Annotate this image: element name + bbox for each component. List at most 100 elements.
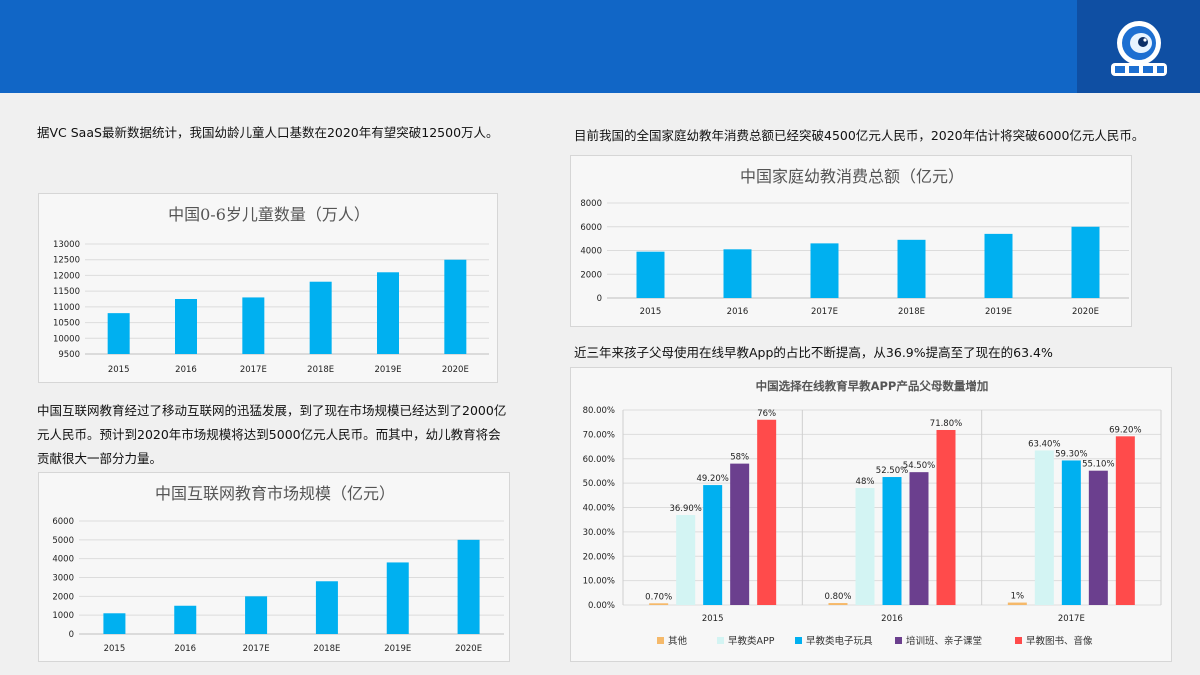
data-label: 36.90% (669, 504, 701, 514)
y-tick-label: 70.00% (583, 430, 615, 440)
y-tick-label: 3000 (52, 574, 74, 584)
y-tick-label: 1000 (52, 611, 74, 621)
y-tick-label: 6000 (52, 517, 74, 527)
x-tick-label: 2016 (727, 307, 749, 317)
data-label: 0.80% (824, 592, 851, 602)
x-tick-label: 2016 (175, 365, 197, 375)
y-tick-label: 11000 (53, 303, 80, 313)
y-tick-label: 20.00% (583, 552, 615, 562)
bar-2019E (386, 562, 409, 634)
bar-其他-2017E (1007, 602, 1027, 605)
y-tick-label: 0.00% (588, 601, 615, 611)
bar-2017E (242, 297, 265, 354)
y-tick-label: 12500 (53, 256, 80, 266)
bar-2017E (810, 243, 839, 298)
chart-svg: 中国0-6岁儿童数量（万人） 9500 10000 10500 11000 11500 12… (53, 205, 489, 375)
x-tick-label: 2020E (442, 365, 469, 375)
x-tick-label: 2017E (1058, 614, 1085, 624)
x-tick-label: 2020E (455, 644, 482, 654)
bar-早教图书、音像-2015 (757, 419, 777, 605)
y-tick-label: 0 (597, 294, 602, 304)
x-tick-label: 2019E (985, 307, 1012, 317)
paragraph-app-usage: 近三年来孩子父母使用在线早教App的占比不断提高，从36.9%提高至了现在的63… (574, 345, 1053, 360)
x-tick-label: 2017E (240, 365, 267, 375)
x-tick-label: 2015 (108, 365, 130, 375)
bar-培训班、亲子课堂-2015 (730, 463, 750, 605)
x-tick-label: 2015 (104, 644, 126, 654)
data-label: 0.70% (645, 592, 672, 602)
y-tick-label: 10500 (53, 319, 80, 329)
bar-培训班、亲子课堂-2017E (1088, 470, 1108, 605)
data-label: 69.20% (1109, 425, 1141, 435)
y-tick-label: 4000 (580, 247, 602, 257)
legend-swatch (895, 637, 902, 644)
chart-title: 中国家庭幼教消费总额（亿元） (740, 167, 964, 186)
header-bar (0, 0, 1200, 93)
x-tick-label: 2019E (374, 365, 401, 375)
data-label: 49.20% (696, 474, 728, 484)
paragraph-internet-education: 中国互联网教育经过了移动互联网的迅猛发展，到了现在市场规模已经达到了2000亿元… (37, 403, 507, 466)
bar-2016 (175, 299, 197, 354)
legend-label: 早教图书、音像 (1026, 635, 1093, 647)
legend-label: 其他 (668, 635, 688, 647)
y-tick-label: 2000 (580, 270, 602, 280)
y-tick-label: 9500 (58, 350, 80, 360)
legend-swatch (717, 637, 724, 644)
y-tick-label: 6000 (580, 223, 602, 233)
y-tick-label: 40.00% (583, 504, 615, 514)
data-label: 71.80% (930, 419, 962, 429)
y-tick-label: 0 (69, 630, 74, 640)
y-tick-label: 11500 (53, 287, 80, 297)
bar-2017E (245, 596, 268, 634)
x-tick-label: 2018E (898, 307, 925, 317)
data-label: 76% (757, 409, 776, 419)
paragraph-family-consumption: 目前我国的全国家庭幼教年消费总额已经突破4500亿元人民币，2020年估计将突破… (574, 128, 1145, 143)
chart-title: 中国0-6岁儿童数量（万人） (168, 205, 370, 224)
y-tick-label: 2000 (52, 592, 74, 602)
legend-label: 培训班、亲子课堂 (906, 635, 982, 647)
bar-2015 (107, 313, 130, 354)
x-tick-label: 2018E (313, 644, 340, 654)
legend-label: 早教类电子玩具 (806, 635, 873, 647)
bar-2020E (1071, 226, 1100, 298)
bar-培训班、亲子课堂-2016 (909, 472, 929, 605)
chart-svg: 中国互联网教育市场规模（亿元） 0 1000 2000 3000 4000 5000 6000… (52, 484, 504, 654)
y-tick-label: 12000 (53, 271, 80, 281)
y-tick-label: 30.00% (583, 528, 615, 538)
bar-其他-2015 (649, 603, 669, 605)
data-label: 1% (1011, 592, 1025, 602)
y-tick-label: 8000 (580, 199, 602, 209)
bar-早教类APP-2017E (1034, 450, 1054, 605)
bar-2018E (309, 281, 332, 354)
y-tick-label: 10000 (53, 334, 80, 344)
bar-其他-2016 (828, 603, 848, 605)
chart-children-count: 中国0-6岁儿童数量（万人） 9500 10000 10500 11000 11500 12… (38, 193, 498, 383)
y-tick-label: 80.00% (583, 406, 615, 416)
logo (1077, 0, 1200, 93)
bar-早教图书、音像-2017E (1115, 436, 1135, 605)
bar-2020E (444, 259, 467, 354)
bar-2016 (723, 249, 752, 298)
x-tick-label: 2016 (881, 614, 903, 624)
data-label: 63.40% (1028, 439, 1060, 449)
bar-早教类电子玩具-2017E (1061, 460, 1081, 605)
chart-family-consumption: 中国家庭幼教消费总额（亿元） 0 2000 4000 6000 8000 2015 2016 2… (570, 155, 1132, 327)
y-tick-label: 60.00% (583, 455, 615, 465)
data-label: 48% (856, 477, 875, 487)
y-tick-label: 50.00% (583, 479, 615, 489)
y-tick-label: 13000 (53, 240, 80, 250)
x-tick-label: 2015 (702, 614, 724, 624)
legend-swatch (657, 637, 664, 644)
bar-2019E (984, 233, 1013, 298)
x-tick-label: 2015 (640, 307, 662, 317)
bar-早教图书、音像-2016 (936, 429, 956, 605)
data-label: 58% (730, 453, 749, 463)
bar-早教类电子玩具-2015 (703, 485, 723, 605)
x-tick-label: 2019E (384, 644, 411, 654)
chart-svg: 中国选择在线教育早教APP产品父母数量增加 0.00% 10.00% 20.00% 30… (583, 379, 1162, 647)
data-label: 52.50% (876, 466, 908, 476)
bar-2015 (103, 613, 126, 634)
bar-2018E (315, 581, 338, 634)
legend-swatch (1015, 637, 1022, 644)
robot-mascot-icon (1110, 20, 1167, 76)
